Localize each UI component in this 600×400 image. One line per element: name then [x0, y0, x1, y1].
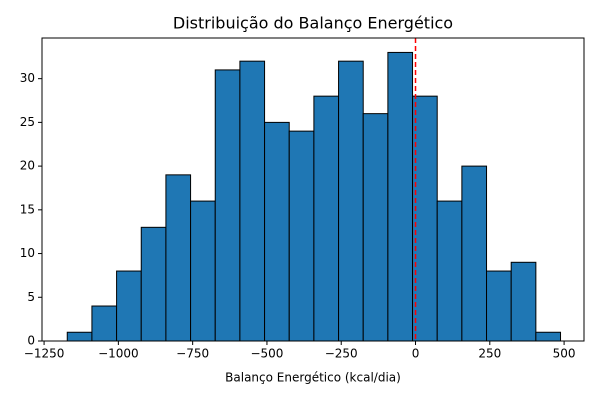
bar: [486, 270, 512, 342]
plot-frame: [41, 37, 585, 342]
x-tick-label: −500: [250, 347, 283, 361]
bar: [338, 60, 364, 342]
bar: [412, 95, 438, 342]
bar: [264, 121, 290, 342]
x-tick-label: 500: [553, 347, 576, 361]
y-tick-label: 30: [20, 71, 35, 85]
bar: [436, 200, 463, 342]
x-axis-label: Balanço Energético (kcal/dia): [225, 371, 401, 385]
bar: [190, 200, 216, 342]
bar: [91, 305, 118, 342]
bar: [140, 226, 167, 342]
x-tick-label: −750: [176, 347, 209, 361]
x-tick-label: 250: [478, 347, 501, 361]
bar: [66, 331, 93, 342]
bar: [288, 130, 315, 342]
bar: [239, 60, 266, 342]
y-tick-label: 10: [20, 246, 35, 260]
y-tick-label: 0: [27, 334, 35, 348]
x-tick-label: −1000: [98, 347, 139, 361]
y-tick-label: 15: [20, 202, 35, 216]
bar: [387, 51, 414, 342]
bar: [362, 113, 389, 342]
y-tick-label: 25: [20, 115, 35, 129]
bar: [461, 165, 488, 342]
bar: [313, 95, 340, 342]
bar: [116, 270, 142, 342]
y-tick-label: 5: [27, 290, 35, 304]
y-tick-label: 20: [20, 159, 35, 173]
x-tick-label: 0: [412, 347, 420, 361]
x-tick-label: −250: [325, 347, 358, 361]
chart-title: Distribuição do Balanço Energético: [173, 14, 453, 33]
bar: [510, 261, 537, 342]
x-tick-label: −1250: [24, 347, 65, 361]
bar: [214, 69, 241, 342]
bar: [165, 174, 192, 342]
bar: [535, 331, 562, 342]
